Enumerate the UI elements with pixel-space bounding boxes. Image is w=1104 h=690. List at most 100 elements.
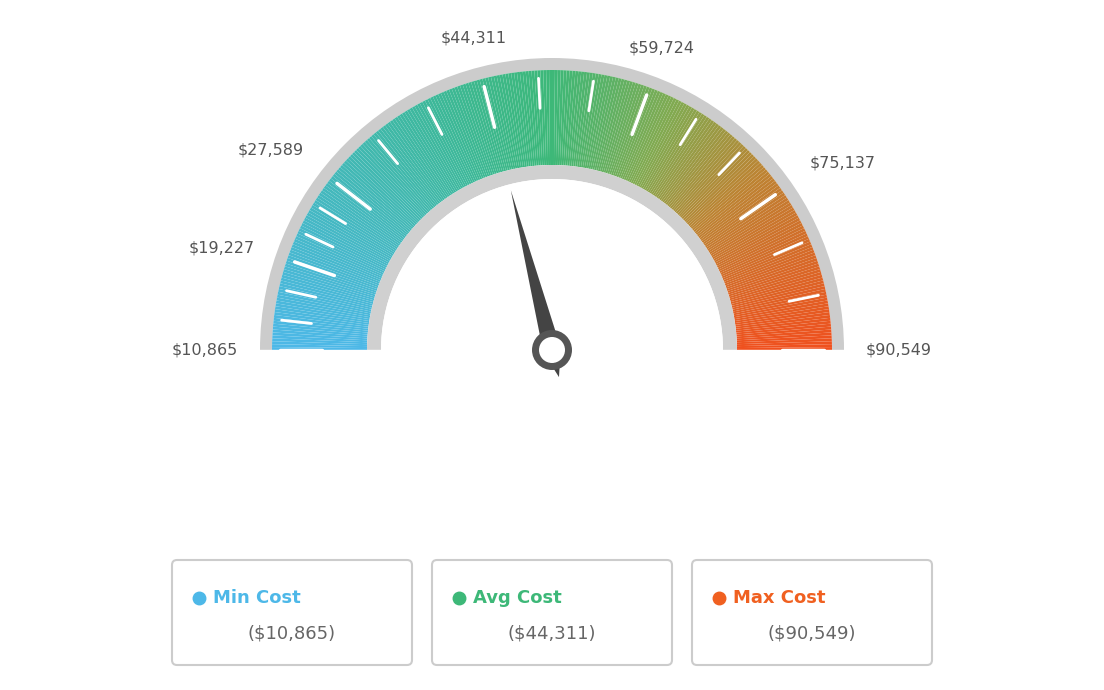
Wedge shape xyxy=(735,312,830,327)
Wedge shape xyxy=(662,125,721,203)
Wedge shape xyxy=(440,92,480,180)
Wedge shape xyxy=(710,205,793,256)
Wedge shape xyxy=(273,326,368,337)
Wedge shape xyxy=(586,75,607,168)
Text: Avg Cost: Avg Cost xyxy=(473,589,562,607)
Wedge shape xyxy=(449,88,486,178)
Wedge shape xyxy=(294,239,382,278)
Wedge shape xyxy=(734,297,828,317)
Wedge shape xyxy=(725,253,816,287)
Wedge shape xyxy=(556,70,561,165)
Wedge shape xyxy=(301,223,388,268)
Wedge shape xyxy=(577,72,593,167)
FancyBboxPatch shape xyxy=(692,560,932,665)
Wedge shape xyxy=(620,90,658,179)
Wedge shape xyxy=(677,144,744,215)
Wedge shape xyxy=(646,109,697,192)
Wedge shape xyxy=(591,76,613,170)
Wedge shape xyxy=(517,72,531,166)
Wedge shape xyxy=(508,73,526,167)
Wedge shape xyxy=(491,76,513,170)
Wedge shape xyxy=(278,286,372,310)
Wedge shape xyxy=(729,266,820,297)
Wedge shape xyxy=(397,115,452,196)
Text: $44,311: $44,311 xyxy=(440,31,507,46)
Wedge shape xyxy=(611,85,644,175)
Wedge shape xyxy=(300,226,386,270)
Wedge shape xyxy=(466,83,497,174)
Wedge shape xyxy=(346,158,417,225)
Wedge shape xyxy=(404,110,456,193)
Wedge shape xyxy=(276,297,370,317)
Wedge shape xyxy=(736,335,831,342)
Wedge shape xyxy=(276,300,370,319)
Wedge shape xyxy=(287,255,378,289)
Wedge shape xyxy=(552,70,555,165)
Wedge shape xyxy=(682,152,752,221)
Wedge shape xyxy=(373,132,436,208)
Wedge shape xyxy=(613,86,647,176)
Wedge shape xyxy=(526,71,537,166)
Wedge shape xyxy=(724,247,814,284)
Wedge shape xyxy=(388,121,445,200)
Wedge shape xyxy=(394,117,449,197)
Wedge shape xyxy=(598,79,625,171)
Wedge shape xyxy=(277,295,371,315)
Wedge shape xyxy=(692,167,766,230)
Text: $90,549: $90,549 xyxy=(866,342,932,357)
Wedge shape xyxy=(296,233,384,275)
Wedge shape xyxy=(680,148,747,218)
Wedge shape xyxy=(511,72,527,167)
Wedge shape xyxy=(381,179,723,350)
Wedge shape xyxy=(538,70,544,165)
Wedge shape xyxy=(578,73,596,167)
Wedge shape xyxy=(722,239,810,278)
Wedge shape xyxy=(261,58,843,350)
Wedge shape xyxy=(660,124,719,201)
Wedge shape xyxy=(329,179,406,238)
Wedge shape xyxy=(643,106,692,190)
Wedge shape xyxy=(728,261,818,293)
Wedge shape xyxy=(626,93,666,181)
Wedge shape xyxy=(649,112,702,194)
Wedge shape xyxy=(629,95,671,183)
Wedge shape xyxy=(708,200,790,253)
Wedge shape xyxy=(735,306,829,323)
Wedge shape xyxy=(502,74,521,168)
Wedge shape xyxy=(273,333,368,340)
Wedge shape xyxy=(736,338,831,344)
Wedge shape xyxy=(307,213,391,261)
Wedge shape xyxy=(713,213,797,261)
Wedge shape xyxy=(726,255,817,289)
Wedge shape xyxy=(599,79,627,172)
Wedge shape xyxy=(615,86,649,177)
Wedge shape xyxy=(317,195,397,249)
Wedge shape xyxy=(702,186,781,243)
Wedge shape xyxy=(554,70,558,165)
Wedge shape xyxy=(596,78,622,171)
Wedge shape xyxy=(730,275,822,302)
Wedge shape xyxy=(676,142,742,214)
Wedge shape xyxy=(471,81,500,173)
Wedge shape xyxy=(703,188,782,244)
Text: $19,227: $19,227 xyxy=(189,241,255,256)
Wedge shape xyxy=(635,99,679,185)
Wedge shape xyxy=(369,136,433,210)
Wedge shape xyxy=(670,135,733,208)
Wedge shape xyxy=(364,140,429,213)
Wedge shape xyxy=(427,98,471,184)
Wedge shape xyxy=(708,197,788,251)
Wedge shape xyxy=(699,181,777,239)
Wedge shape xyxy=(671,136,735,210)
Wedge shape xyxy=(564,70,573,166)
Wedge shape xyxy=(277,292,371,313)
Text: $27,589: $27,589 xyxy=(237,143,304,157)
Wedge shape xyxy=(278,289,371,312)
Wedge shape xyxy=(698,179,775,238)
Wedge shape xyxy=(733,295,827,315)
Wedge shape xyxy=(383,125,442,203)
Text: $59,724: $59,724 xyxy=(628,41,694,56)
Wedge shape xyxy=(731,280,824,306)
Wedge shape xyxy=(302,220,388,266)
Wedge shape xyxy=(722,241,811,280)
